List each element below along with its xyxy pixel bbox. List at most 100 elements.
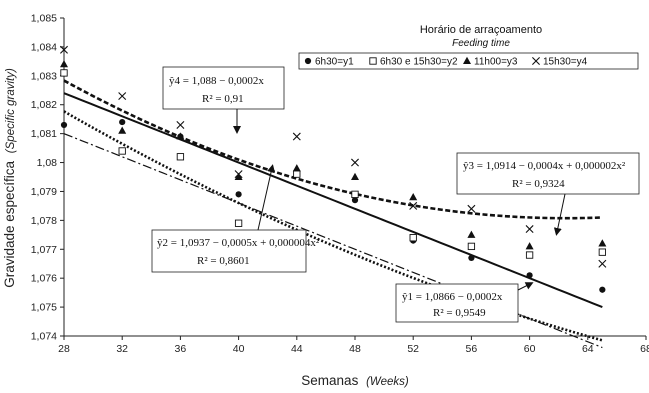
legend-marker-y3 xyxy=(463,56,471,64)
data-point-y1 xyxy=(526,272,533,279)
data-point-y1 xyxy=(468,254,475,262)
equation-box-y3-frame xyxy=(456,152,640,195)
x-tick-group: 28 32 36 40 44 48 52 56 60 64 68 xyxy=(58,336,649,355)
legend: Horário de arraçoamento Feeding time 6h3… xyxy=(298,24,639,70)
data-point-y1 xyxy=(235,191,242,198)
fit-line-y4 xyxy=(63,92,603,309)
legend-title: Horário de arraçoamento xyxy=(420,24,542,36)
data-point-y4 xyxy=(118,92,127,101)
x-tick-label: 68 xyxy=(640,343,649,355)
x-axis-title-pt: Semanas xyxy=(301,373,358,388)
data-point-y2 xyxy=(409,234,417,242)
legend-label-y4: 15h30=y4 xyxy=(543,57,588,68)
data-point-y2 xyxy=(176,153,185,161)
y-tick-label: 1,075 xyxy=(31,302,57,314)
fit-line-y3 xyxy=(63,110,603,342)
fit-lines xyxy=(63,79,603,349)
data-point-y4-stroke-b xyxy=(176,120,185,129)
y-axis-title-pt: Gravidade específica xyxy=(2,160,17,287)
data-point-y3 xyxy=(598,239,607,247)
equation-y4-r2: R² = 0,91 xyxy=(202,93,244,105)
data-point-y1 xyxy=(599,286,606,293)
data-point-y4 xyxy=(525,225,534,234)
x-tick-label: 64 xyxy=(582,343,594,355)
y-axis-title-en: (Specific gravity) xyxy=(5,68,17,153)
data-point-y2 xyxy=(118,147,126,155)
data-point-y4 xyxy=(60,45,68,54)
equation-box-y4-frame xyxy=(162,66,285,110)
data-point-y3 xyxy=(60,60,68,68)
data-point-y4-stroke-b xyxy=(292,132,301,141)
x-tick-label: 32 xyxy=(116,343,128,355)
equation-box-y4: ŷ4 = 1,088 − 0,0002x R² = 0,91 xyxy=(162,66,285,134)
y-tick-label: 1,08 xyxy=(37,157,58,169)
x-tick-label: 28 xyxy=(58,343,70,355)
data-point-y4 xyxy=(234,170,243,179)
x-tick-label: 60 xyxy=(524,343,536,355)
y-tick-label: 1,081 xyxy=(31,128,57,140)
y-tick-label: 1,077 xyxy=(31,244,57,256)
data-point-y3 xyxy=(234,172,243,180)
legend-label-y2: 6h30 e 15h30=y2 xyxy=(380,57,458,68)
y-axis-title: Gravidade específica (Specific gravity) xyxy=(2,68,17,288)
data-point-y3 xyxy=(351,172,359,180)
equation-y2-r2: R² = 0,8601 xyxy=(197,255,250,267)
data-points xyxy=(60,45,607,293)
data-point-y1 xyxy=(351,197,359,204)
x-tick-label: 40 xyxy=(233,343,245,355)
data-point-y4 xyxy=(467,204,476,213)
x-tick-label: 36 xyxy=(175,343,187,355)
data-point-y4-stroke-b xyxy=(351,158,359,167)
data-point-y1 xyxy=(60,121,68,129)
x-tick-label: 44 xyxy=(291,343,303,355)
equation-y2-arrow xyxy=(257,164,276,231)
y-tick-label: 1,083 xyxy=(31,70,57,82)
y-tick-label: 1,078 xyxy=(31,215,57,227)
data-point-y4-stroke-b xyxy=(525,225,534,234)
data-point-y3 xyxy=(176,132,185,140)
y-tick-label: 1,074 xyxy=(31,331,57,343)
legend-label-y1: 6h30=y1 xyxy=(315,57,354,68)
data-point-y2 xyxy=(351,190,359,198)
data-point-y4 xyxy=(598,259,607,268)
data-point-y4-stroke-b xyxy=(598,259,607,268)
data-point-y4 xyxy=(351,158,359,167)
x-tick-label: 56 xyxy=(466,343,478,355)
equation-y3-r2: R² = 0,9324 xyxy=(512,178,565,190)
legend-label-y3: 11h00=y3 xyxy=(474,57,518,68)
data-point-y2 xyxy=(234,219,243,227)
data-point-y2 xyxy=(598,248,607,256)
data-point-y4-stroke-b xyxy=(409,201,418,210)
x-tick-label: 48 xyxy=(349,343,361,355)
equation-y1-text: ŷ1 = 1,0866 − 0,0002x xyxy=(402,291,503,303)
legend-marker-y1 xyxy=(304,57,312,65)
y-tick-label: 1,082 xyxy=(31,99,57,111)
equation-y3-text: ŷ3 = 1,0914 − 0,0004x + 0,000002x² xyxy=(463,160,626,172)
data-point-y2 xyxy=(293,170,301,178)
data-point-y3 xyxy=(118,126,127,134)
y-tick-label: 1,084 xyxy=(31,41,57,53)
data-point-y3 xyxy=(525,242,534,250)
equation-y1-arrow xyxy=(517,282,534,291)
legend-marker-y2 xyxy=(369,57,377,65)
data-point-y3 xyxy=(292,164,301,172)
axes: 28 32 36 40 44 48 52 56 60 64 68 1,0741,0751,0761,… xyxy=(31,13,649,356)
equation-box-y3: ŷ3 = 1,0914 − 0,0004x + 0,000002x² R² = … xyxy=(456,152,640,236)
y-tick-label: 1,076 xyxy=(31,273,57,285)
data-point-y4-stroke-b xyxy=(234,170,243,179)
x-axis-title-en: (Weeks) xyxy=(366,376,409,388)
equation-y3-arrow xyxy=(553,193,566,236)
equation-box-y2-frame xyxy=(151,229,307,273)
x-tick-label: 52 xyxy=(407,343,419,355)
data-point-y4-stroke-b xyxy=(467,204,476,213)
data-point-y2 xyxy=(60,69,68,77)
data-point-y4-stroke-b xyxy=(60,45,68,54)
data-point-y1 xyxy=(119,118,126,126)
fit-line-y2 xyxy=(63,79,603,220)
y-tick-group: 1,074 1,075 1,076 1,077 1,078 1,079 1,08 1,081 1… xyxy=(31,13,64,343)
equation-y2-text: ŷ2 = 1,0937 − 0,0005x + 0,000004x² xyxy=(157,237,320,249)
legend-marker-y4 xyxy=(532,57,540,65)
y-tick-label: 1,079 xyxy=(31,186,57,198)
data-point-y3 xyxy=(409,193,418,201)
data-point-y4-stroke-b xyxy=(118,92,127,101)
